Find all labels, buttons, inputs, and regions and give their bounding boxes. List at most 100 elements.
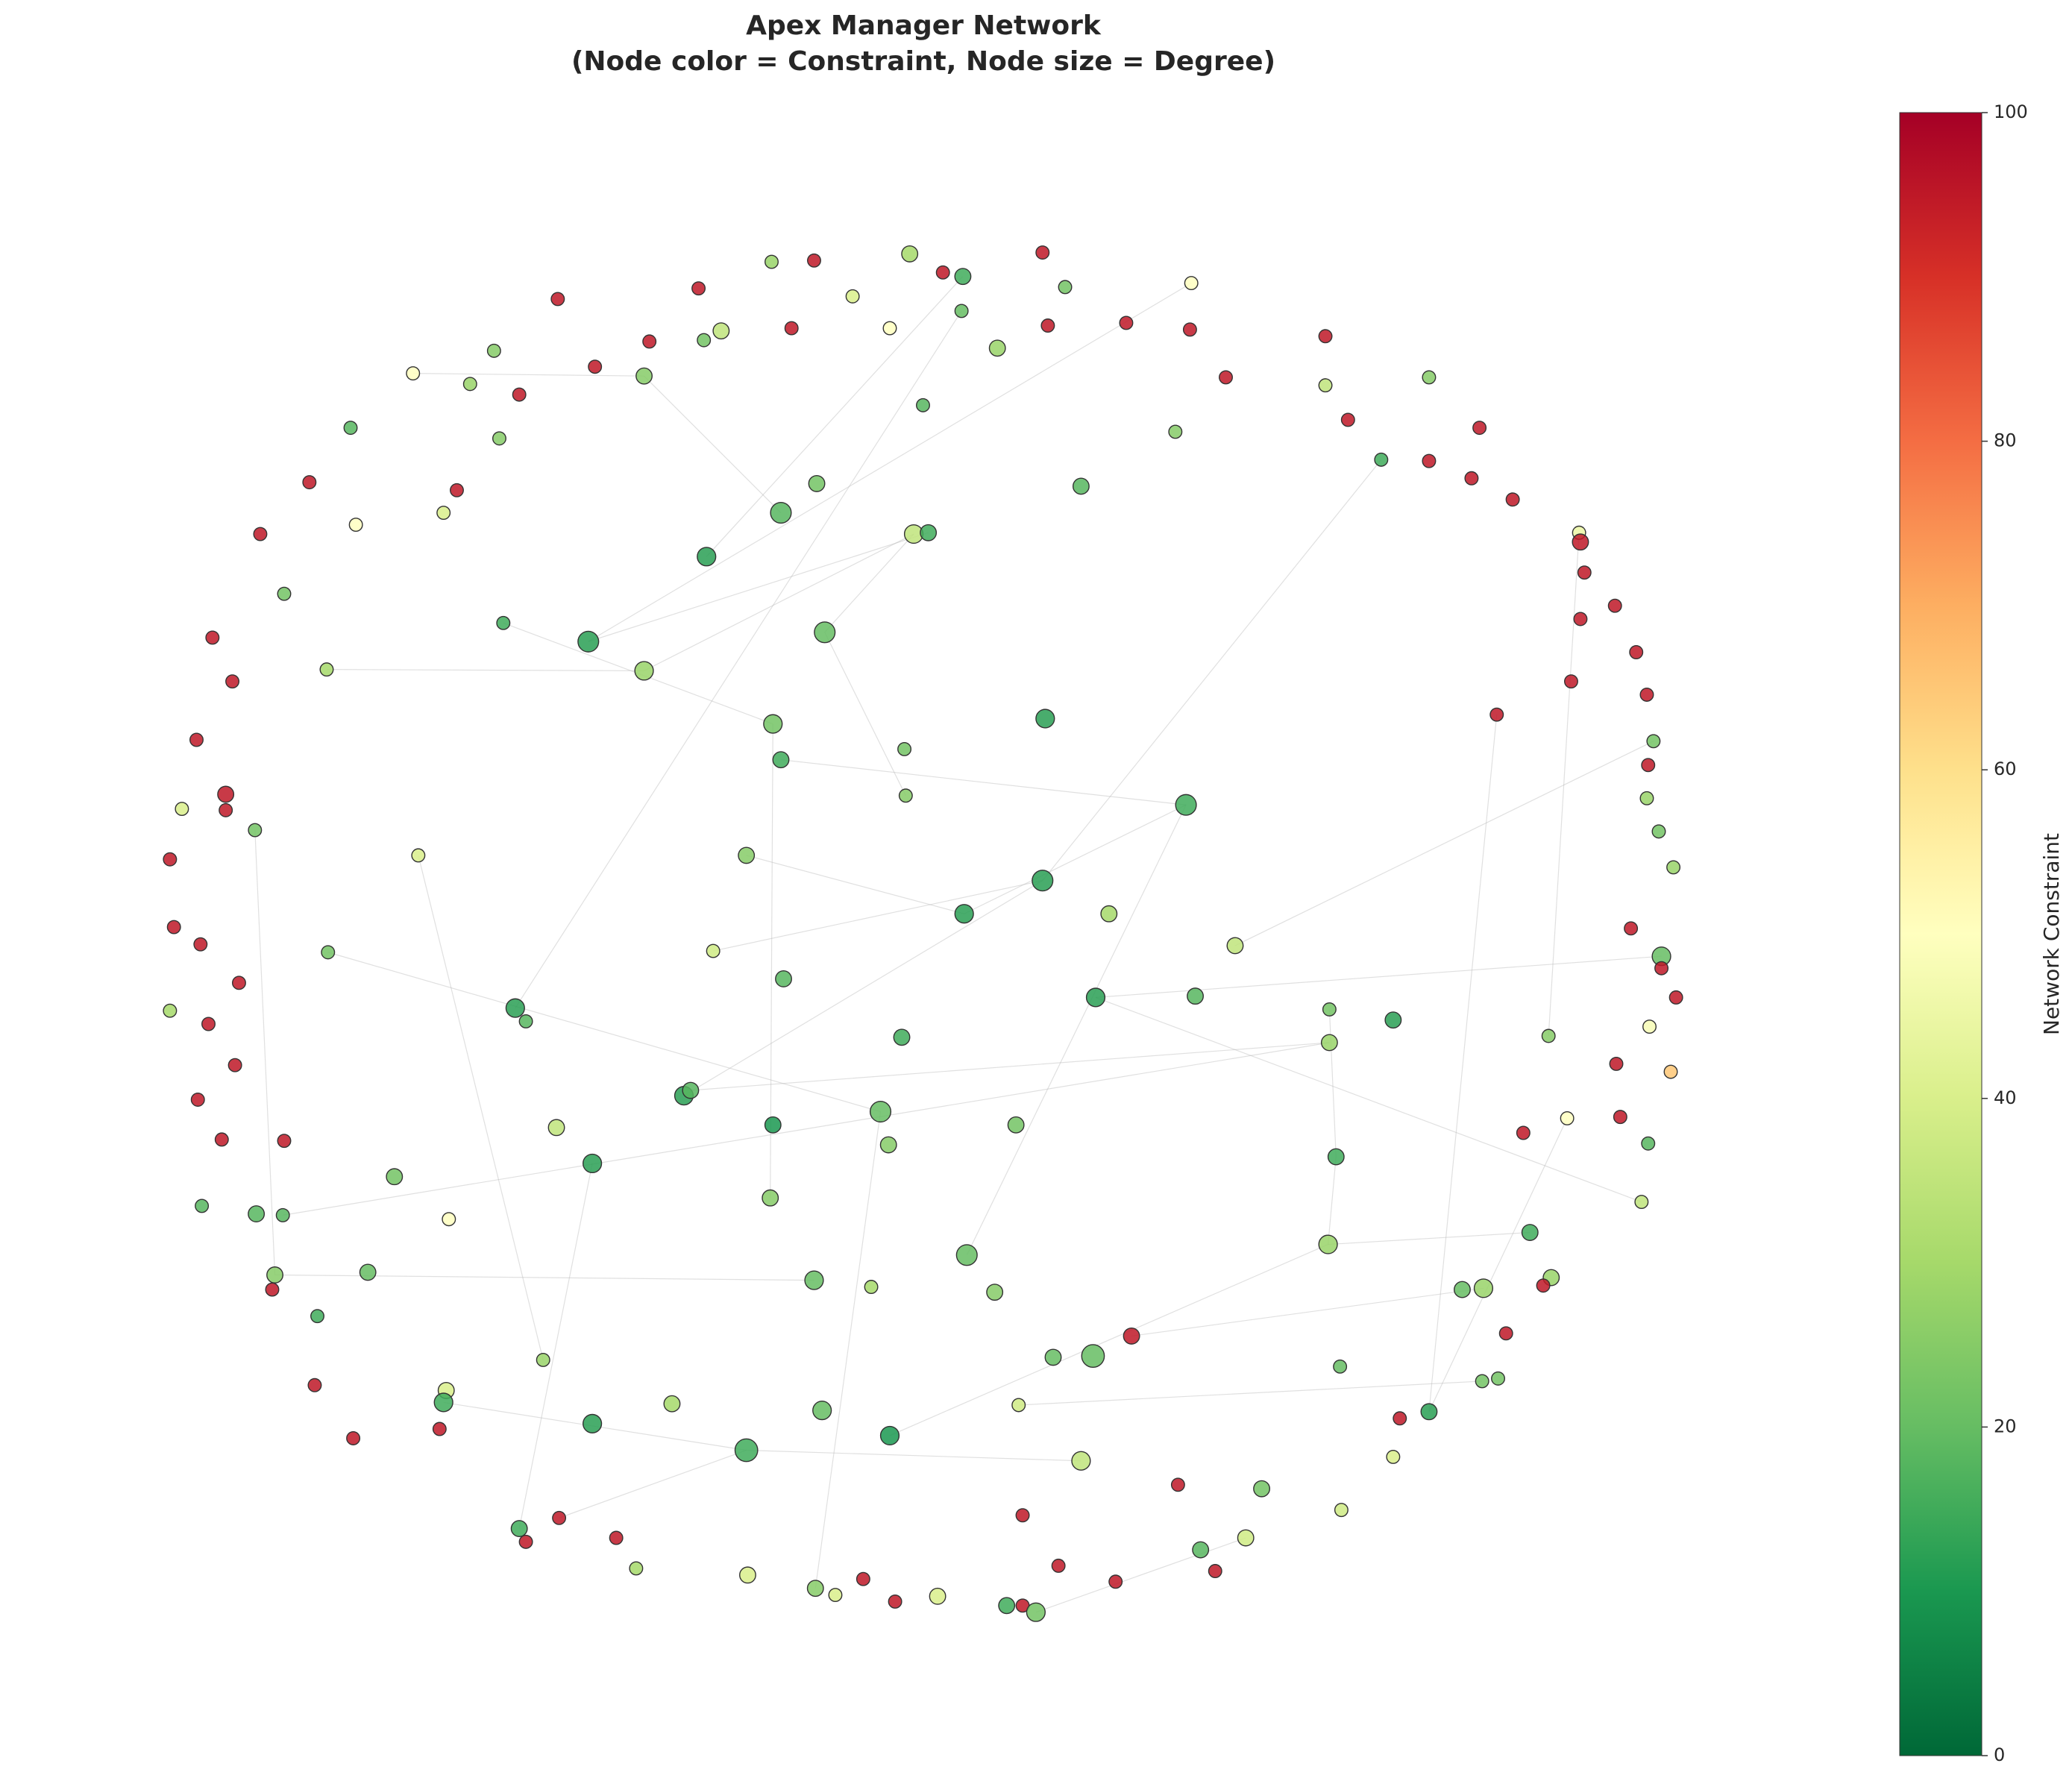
node bbox=[1253, 1480, 1271, 1498]
node bbox=[227, 1058, 242, 1072]
node bbox=[1040, 318, 1055, 333]
node bbox=[697, 547, 717, 567]
node bbox=[1184, 276, 1199, 291]
node bbox=[1563, 674, 1578, 689]
node bbox=[1541, 1028, 1556, 1043]
node bbox=[1100, 905, 1118, 923]
node bbox=[814, 621, 836, 644]
node bbox=[954, 904, 974, 924]
node bbox=[1318, 329, 1333, 344]
node bbox=[864, 1280, 879, 1294]
node bbox=[1334, 1503, 1349, 1518]
node bbox=[898, 788, 913, 803]
edge bbox=[559, 1449, 747, 1518]
node bbox=[954, 304, 969, 318]
edge bbox=[706, 276, 964, 557]
node bbox=[205, 630, 220, 645]
node bbox=[310, 1309, 324, 1324]
edge bbox=[1328, 1231, 1531, 1245]
node bbox=[634, 661, 654, 681]
node bbox=[248, 823, 263, 838]
node bbox=[1422, 370, 1437, 385]
edge bbox=[1328, 1156, 1337, 1245]
node bbox=[536, 1352, 550, 1367]
edge bbox=[1428, 1118, 1568, 1413]
node bbox=[1072, 477, 1090, 495]
node bbox=[738, 846, 756, 864]
node bbox=[219, 802, 233, 817]
edge bbox=[889, 1243, 1328, 1436]
node bbox=[775, 970, 792, 987]
node bbox=[577, 630, 600, 653]
node bbox=[1058, 280, 1073, 295]
edge bbox=[326, 669, 644, 672]
edge bbox=[412, 373, 644, 377]
node bbox=[1226, 937, 1244, 955]
node bbox=[518, 1014, 533, 1028]
edge bbox=[644, 375, 782, 513]
node bbox=[1384, 1011, 1402, 1029]
node bbox=[277, 1134, 292, 1149]
node bbox=[1663, 1064, 1678, 1079]
node bbox=[1192, 1541, 1210, 1559]
edge bbox=[254, 830, 276, 1275]
node bbox=[193, 937, 208, 952]
node bbox=[552, 1510, 567, 1525]
node bbox=[411, 848, 426, 863]
edge bbox=[824, 533, 914, 633]
node bbox=[642, 334, 657, 349]
edges bbox=[254, 276, 1662, 1613]
node bbox=[1175, 794, 1197, 816]
node bbox=[869, 1100, 892, 1123]
node bbox=[163, 1003, 178, 1018]
edge bbox=[283, 1042, 1330, 1216]
node bbox=[1560, 1111, 1575, 1125]
node bbox=[1642, 1020, 1657, 1034]
node bbox=[929, 1587, 946, 1605]
node bbox=[807, 253, 821, 268]
node bbox=[1187, 987, 1204, 1005]
node bbox=[496, 615, 511, 630]
node bbox=[348, 518, 363, 533]
node bbox=[436, 506, 451, 521]
node bbox=[1472, 421, 1487, 436]
node bbox=[386, 1168, 404, 1186]
edge bbox=[1428, 714, 1498, 1412]
node bbox=[277, 586, 292, 601]
node bbox=[231, 976, 246, 990]
node bbox=[1491, 1371, 1505, 1386]
edge bbox=[418, 855, 544, 1360]
node bbox=[920, 524, 938, 541]
node bbox=[510, 1520, 528, 1537]
edge bbox=[1328, 1009, 1337, 1157]
node bbox=[804, 1270, 824, 1290]
node bbox=[512, 387, 527, 402]
node bbox=[734, 1438, 759, 1463]
node bbox=[712, 322, 730, 340]
edge bbox=[746, 1449, 1081, 1462]
node bbox=[882, 321, 897, 336]
colorbar-tick-label: 80 bbox=[1994, 430, 2017, 451]
node bbox=[1237, 1529, 1255, 1547]
node bbox=[550, 292, 565, 307]
node bbox=[1464, 471, 1479, 486]
edge bbox=[1131, 1287, 1484, 1336]
edge bbox=[1042, 459, 1382, 882]
node bbox=[1489, 707, 1504, 722]
node bbox=[266, 1266, 283, 1284]
node bbox=[1108, 1574, 1123, 1589]
edge bbox=[824, 632, 906, 797]
node bbox=[1035, 709, 1055, 729]
node bbox=[1393, 1411, 1407, 1426]
node bbox=[1624, 921, 1639, 936]
node bbox=[806, 1580, 824, 1598]
colorbar-tick-label: 60 bbox=[1994, 758, 2017, 779]
node bbox=[217, 785, 235, 803]
node bbox=[663, 1395, 681, 1413]
node bbox=[888, 1594, 902, 1609]
node bbox=[1085, 987, 1106, 1008]
node bbox=[916, 398, 930, 412]
colorbar: 0 20 40 60 80 100 Network Constraint bbox=[1899, 101, 2064, 1765]
node bbox=[739, 1566, 756, 1584]
